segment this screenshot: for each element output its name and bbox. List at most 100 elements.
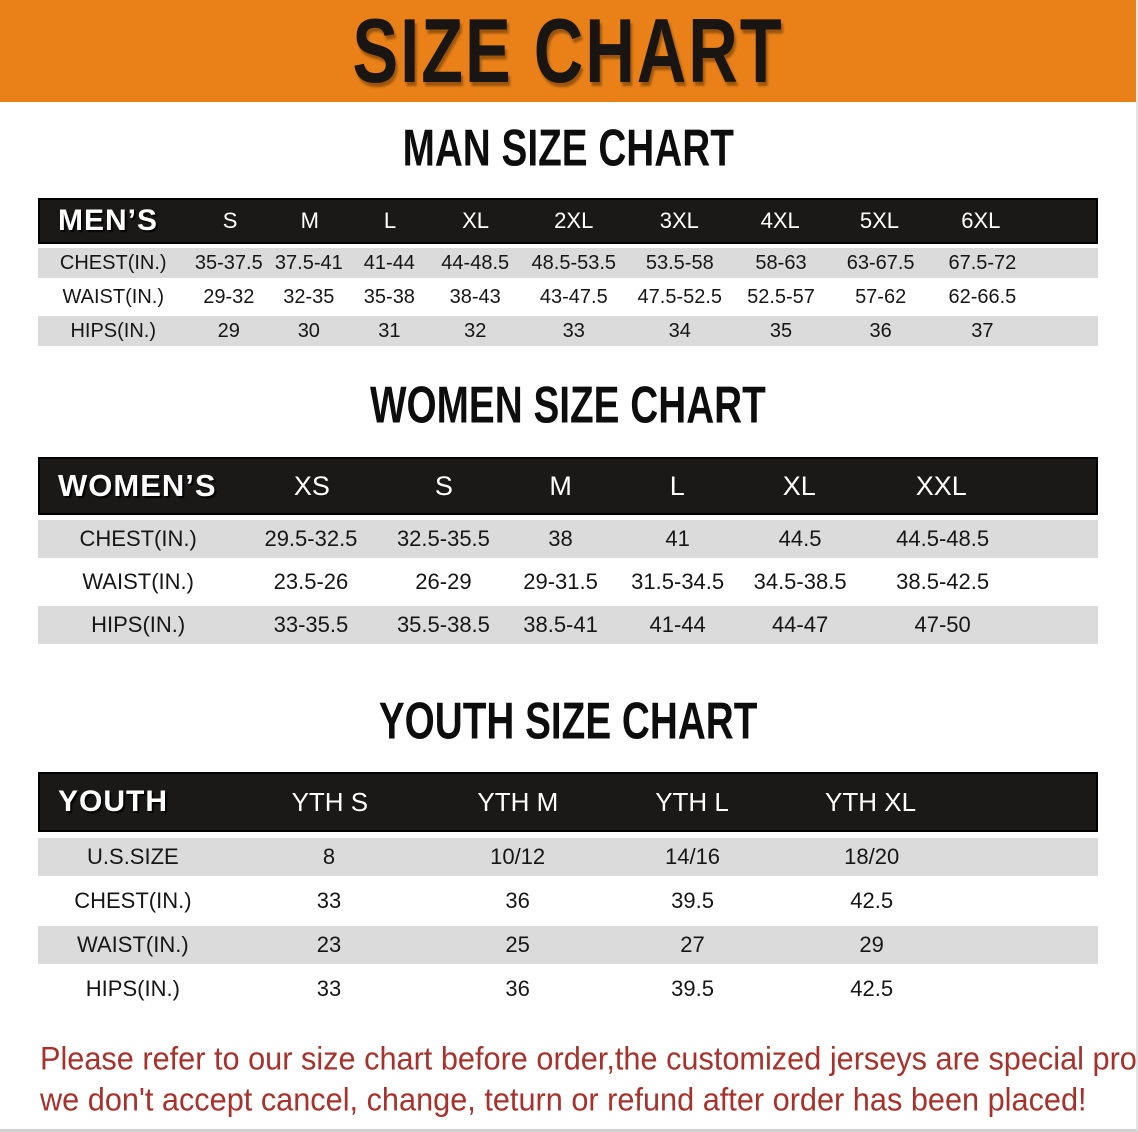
youth-cell-0-0: 8: [322, 844, 336, 869]
youth-table-header: YOUTH YTH S YTH M YTH L YTH XL: [38, 772, 1098, 832]
women-cell-1-1: 26-29: [415, 569, 472, 594]
women-cell-1-0: 23.5-26: [273, 569, 349, 594]
men-header-filler: [1031, 200, 1095, 242]
women-row-label-0: CHEST(IN.): [79, 526, 197, 551]
women-cell-0-3: 41: [665, 526, 690, 551]
men-cell-2-1: 30: [297, 319, 320, 342]
youth-cell-3-1: 36: [505, 976, 530, 1001]
women-row-label-1: WAIST(IN.): [82, 569, 194, 594]
youth-row-label-3: HIPS(IN.): [85, 976, 180, 1001]
banner-title: SIZE CHART: [352, 0, 784, 102]
men-cell-1-8: 62-66.5: [948, 285, 1017, 308]
women-cell-0-1: 32.5-35.5: [396, 526, 490, 551]
men-cell-1-0: 29-32: [203, 285, 255, 308]
men-cell-0-3: 44-48.5: [441, 251, 510, 274]
men-column-header-0: S: [222, 208, 238, 233]
youth-table-row-1: CHEST(IN.) 33 36 39.5 42.5: [38, 882, 1098, 920]
disclaimer-line-1: Please refer to our size chart before or…: [40, 1040, 1138, 1077]
men-row-filler: [1033, 248, 1098, 278]
women-cell-1-2: 29-31.5: [523, 569, 598, 594]
women-table-row-0: CHEST(IN.) 29.5-32.5 32.5-35.5 38 41 44.5 44.5…: [38, 520, 1098, 558]
women-table-header: WOMEN’S XS S M L XL XXL: [38, 457, 1098, 515]
youth-cell-3-0: 33: [316, 976, 342, 1001]
women-cell-1-3: 31.5-34.5: [631, 569, 725, 594]
men-cell-2-8: 37: [971, 319, 994, 342]
youth-table-title: YOUTH: [58, 785, 168, 818]
women-column-header-2: M: [549, 470, 572, 501]
women-column-header-4: XL: [782, 470, 816, 501]
women-cell-1-5: 38.5-42.5: [896, 569, 990, 594]
youth-column-header-0: YTH S: [291, 786, 369, 817]
youth-cell-1-3: 42.5: [850, 888, 894, 913]
men-cell-2-7: 36: [869, 319, 892, 342]
women-cell-2-2: 38.5-41: [523, 612, 598, 637]
women-row-filler: [1023, 520, 1098, 558]
youth-row-label-2: WAIST(IN.): [77, 932, 189, 957]
men-cell-1-3: 38-43: [449, 285, 501, 308]
youth-row-filler: [963, 882, 1098, 920]
youth-cell-3-3: 42.5: [850, 976, 894, 1001]
men-cell-0-0: 35-37.5: [194, 251, 263, 274]
youth-cell-1-1: 36: [505, 888, 530, 913]
youth-section-heading: YOUTH SIZE CHART: [0, 693, 1136, 751]
women-cell-2-3: 41-44: [649, 612, 706, 637]
women-row-filler: [1023, 606, 1098, 644]
youth-cell-2-3: 29: [859, 932, 884, 957]
youth-table-row-3: HIPS(IN.) 33 36 39.5 42.5: [38, 970, 1098, 1008]
size-chart-banner: SIZE CHART: [0, 0, 1136, 102]
men-table-header: MEN’S S M L XL 2XL 3XL 4XL 5XL 6XL: [38, 198, 1098, 244]
men-cell-2-0: 29: [217, 319, 240, 342]
youth-cell-0-3: 18/20: [844, 844, 900, 869]
women-column-header-3: L: [669, 470, 685, 501]
disclaimer-line-2: we don't accept cancel, change, teturn o…: [40, 1081, 1087, 1118]
women-cell-2-5: 47-50: [914, 612, 971, 637]
men-cell-2-2: 31: [378, 319, 401, 342]
women-header-filler: [1021, 459, 1096, 513]
men-column-header-2: L: [383, 208, 397, 233]
men-cell-1-5: 47.5-52.5: [637, 285, 723, 308]
women-table-row-2: HIPS(IN.) 33-35.5 35.5-38.5 38.5-41 41-44 44-…: [38, 606, 1098, 644]
men-cell-0-5: 53.5-58: [645, 251, 714, 274]
women-cell-2-4: 44-47: [771, 612, 829, 637]
men-column-header-6: 4XL: [760, 208, 800, 233]
men-cell-0-4: 48.5-53.5: [531, 251, 617, 274]
women-column-header-5: XXL: [915, 470, 967, 501]
youth-row-label-1: CHEST(IN.): [74, 888, 192, 913]
women-table-row-1: WAIST(IN.) 23.5-26 26-29 29-31.5 31.5-34.5 34…: [38, 563, 1098, 601]
youth-row-filler: [963, 838, 1098, 876]
youth-cell-2-1: 25: [505, 932, 530, 957]
men-section-heading: MAN SIZE CHART: [0, 120, 1136, 178]
youth-header-filler: [962, 774, 1096, 830]
men-cell-1-6: 52.5-57: [747, 285, 815, 308]
men-column-header-4: 2XL: [554, 208, 594, 233]
women-cell-0-2: 38: [548, 526, 573, 551]
youth-row-filler: [963, 926, 1098, 964]
men-cell-0-8: 67.5-72: [948, 251, 1017, 274]
women-table-title: WOMEN’S: [58, 468, 217, 503]
youth-cell-2-0: 23: [316, 932, 342, 957]
men-table-row-2: HIPS(IN.) 29 30 31 32 33 34 35 36 37: [38, 316, 1098, 346]
youth-table-row-0: U.S.SIZE 8 10/12 14/16 18/20: [38, 838, 1098, 876]
men-table-row-1: WAIST(IN.) 29-32 32-35 35-38 38-43 43-47.5 47.…: [38, 282, 1098, 312]
men-cell-2-3: 32: [464, 319, 487, 342]
youth-cell-3-2: 39.5: [671, 976, 714, 1001]
youth-section-heading-text: YOUTH SIZE CHART: [378, 692, 758, 751]
men-section-heading-text: MAN SIZE CHART: [402, 119, 734, 178]
women-cell-0-5: 44.5-48.5: [896, 526, 990, 551]
men-cell-1-4: 43-47.5: [539, 285, 608, 308]
youth-column-header-1: YTH M: [477, 786, 559, 817]
youth-column-header-3: YTH XL: [825, 786, 917, 817]
men-cell-0-7: 63-67.5: [846, 251, 915, 274]
youth-cell-0-1: 10/12: [490, 844, 546, 869]
women-section-heading-text: WOMEN SIZE CHART: [370, 376, 766, 435]
women-cell-2-1: 35.5-38.5: [396, 612, 490, 637]
women-row-label-2: HIPS(IN.): [91, 612, 186, 637]
men-cell-1-7: 57-62: [855, 285, 907, 308]
men-table-row-0: CHEST(IN.) 35-37.5 37.5-41 41-44 44-48.5 48.5…: [38, 248, 1098, 278]
youth-cell-0-2: 14/16: [664, 844, 721, 869]
men-cell-0-6: 58-63: [755, 251, 807, 274]
youth-column-header-2: YTH L: [655, 786, 729, 817]
men-size-table: MEN’S S M L XL 2XL 3XL 4XL 5XL 6XL CHEST(IN.) 35-37…: [38, 198, 1098, 346]
men-cell-2-4: 33: [562, 319, 585, 342]
